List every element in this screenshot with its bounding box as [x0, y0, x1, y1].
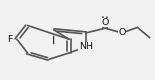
- Text: O: O: [118, 28, 126, 37]
- Text: O: O: [102, 18, 109, 27]
- Text: NH: NH: [79, 42, 93, 51]
- Text: I: I: [52, 36, 55, 46]
- Text: F: F: [8, 35, 13, 44]
